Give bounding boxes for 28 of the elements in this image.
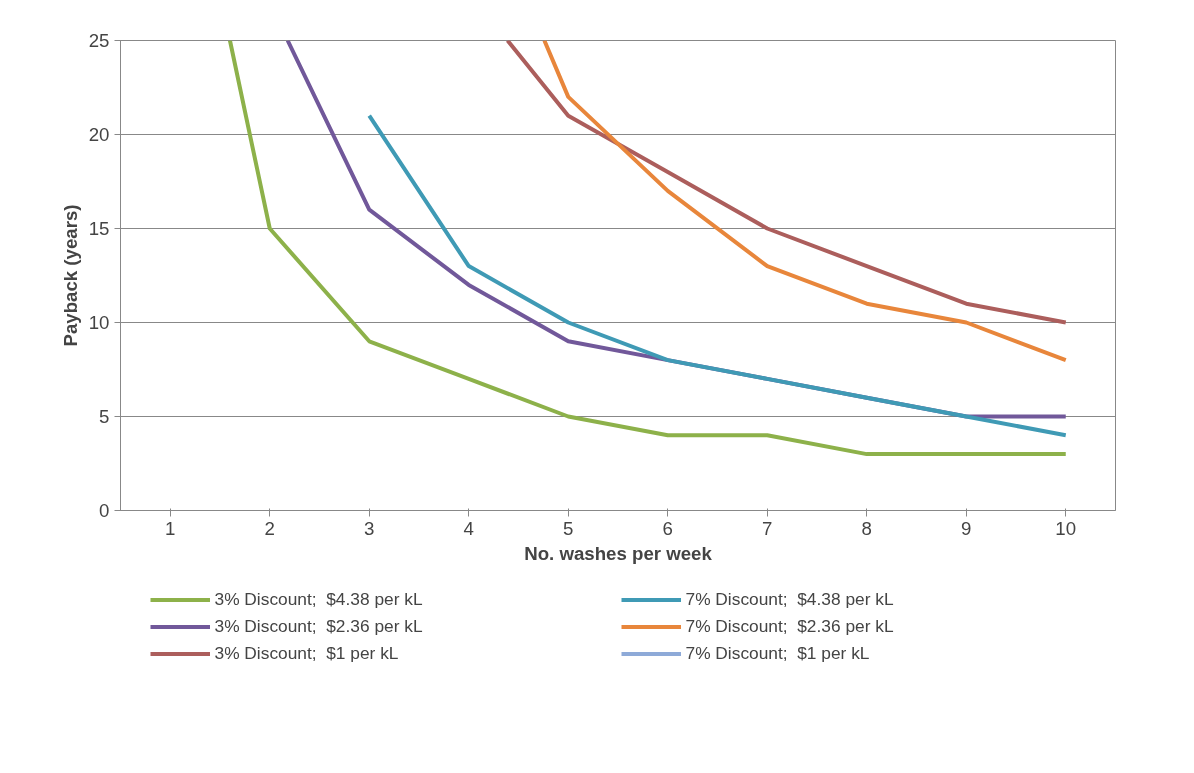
x-tick-label: 4 xyxy=(463,517,474,539)
line-series xyxy=(227,40,1068,457)
x-tick-label: 3 xyxy=(364,517,375,539)
legend-label: 7% Discount; $1 per kL xyxy=(685,642,871,664)
x-tick-label: 7 xyxy=(762,517,773,539)
x-tick-label: 2 xyxy=(264,517,275,539)
x-tick-label: 10 xyxy=(1055,517,1077,539)
y-tick-label: 20 xyxy=(88,124,110,145)
legend-label: 3% Discount; $4.38 per kL xyxy=(214,588,424,610)
legend-label: 3% Discount; $1 per kL xyxy=(214,642,400,664)
line-series xyxy=(505,40,1068,325)
legend-label: 7% Discount; $2.36 per kL xyxy=(685,615,895,637)
y-tick-label: 15 xyxy=(88,218,110,239)
y-tick-label: 25 xyxy=(88,30,110,51)
legend-label: 3% Discount; $2.36 per kL xyxy=(214,615,424,637)
y-axis-title: Payback (years) xyxy=(59,204,81,347)
x-axis-title: No. washes per week xyxy=(524,542,713,564)
x-tick-label: 9 xyxy=(961,517,972,539)
x-tick-label: 8 xyxy=(861,517,872,539)
line-series xyxy=(367,113,1068,438)
y-tick-label: 5 xyxy=(99,406,110,427)
x-tick-label: 6 xyxy=(662,517,673,539)
x-tick-label: 1 xyxy=(165,517,176,539)
x-tick-label: 5 xyxy=(563,517,574,539)
y-tick-label: 10 xyxy=(88,312,110,333)
y-tick-label: 0 xyxy=(99,500,110,521)
legend-label: 7% Discount; $4.38 per kL xyxy=(685,588,895,610)
line-series xyxy=(542,40,1068,363)
